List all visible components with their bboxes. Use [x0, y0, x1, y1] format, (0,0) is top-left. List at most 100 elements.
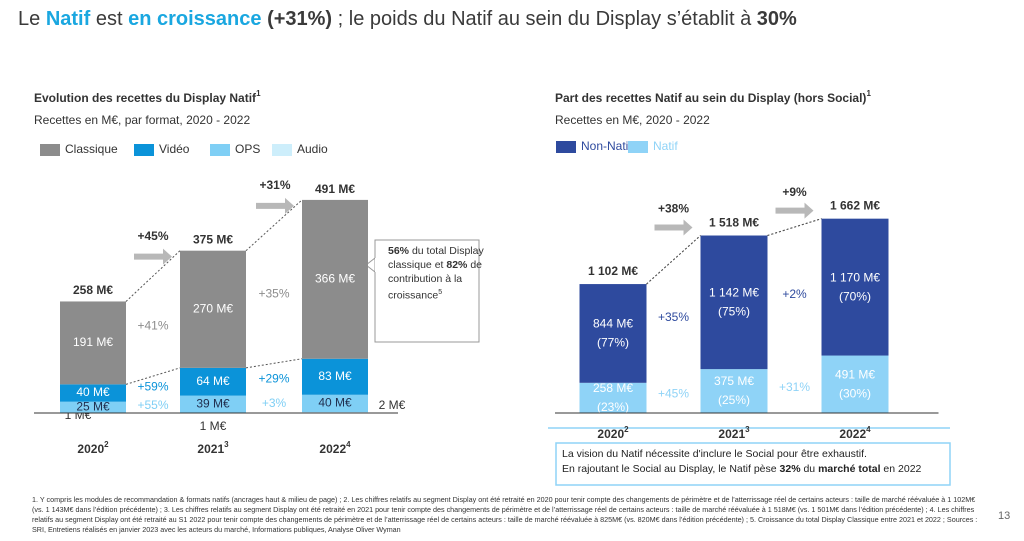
callout-part: 56% [388, 245, 410, 257]
bar-segment [700, 369, 768, 413]
growth-arrow [256, 197, 294, 214]
note-part: 32% [779, 463, 801, 475]
legend-label: Classique [65, 142, 118, 156]
total-label: 491 M€ [315, 182, 355, 196]
share-label: (25%) [718, 393, 750, 407]
category-label-note: 3 [745, 425, 750, 434]
value-label: 64 M€ [196, 374, 230, 388]
category-label-main: 2021 [197, 442, 224, 456]
category-label: 20224 [839, 425, 871, 441]
growth-label: +35% [258, 286, 289, 300]
connector [125, 250, 181, 302]
share-label: (70%) [839, 289, 871, 303]
legend-swatch [40, 144, 60, 156]
category-label-note: 2 [624, 425, 629, 434]
value-label: 1 142 M€ [709, 285, 759, 299]
legend-label: Non-Natif [581, 139, 632, 153]
bar-segment [821, 355, 889, 413]
growth-label: +45% [658, 387, 689, 401]
growth-label: +2% [782, 287, 807, 301]
category-label: 20213 [197, 440, 229, 456]
growth-arrow [134, 248, 172, 265]
total-label: 375 M€ [193, 232, 233, 246]
title-part: en croissance [128, 8, 262, 30]
legend-label: Audio [297, 142, 328, 156]
bar-segment [180, 250, 246, 368]
legend-swatch [210, 144, 230, 156]
value-label: 258 M€ [593, 381, 633, 395]
value-label: 83 M€ [318, 369, 352, 383]
value-label: 270 M€ [193, 301, 233, 315]
category-label-note: 3 [224, 440, 229, 449]
total-label: 1 518 M€ [709, 216, 759, 230]
note-part: marché total [818, 463, 881, 475]
legend-label: Vidéo [159, 142, 190, 156]
bar-segment [180, 367, 246, 396]
legend-swatch [134, 144, 154, 156]
value-label: 39 M€ [196, 396, 230, 410]
chart-title-main: Part des recettes Natif au sein du Displ… [555, 91, 866, 105]
connector [245, 358, 303, 369]
callout-part: de contribution à la croissance [388, 259, 482, 302]
growth-arrow [775, 202, 814, 219]
note-line: La vision du Natif nécessite d'inclure l… [562, 448, 867, 460]
growth-arrow [654, 219, 693, 236]
callout-part: du total Display classique et [388, 245, 484, 271]
title-part: Le [18, 8, 41, 30]
share-label: (77%) [597, 336, 629, 350]
category-label-main: 2020 [597, 427, 624, 441]
value-label: 191 M€ [73, 335, 113, 349]
legend-label: Natif [653, 139, 678, 153]
growth-label: +31% [779, 380, 810, 394]
connector [646, 235, 701, 285]
share-label: (30%) [839, 386, 871, 400]
callout-part: 82% [446, 259, 468, 271]
legend-swatch [556, 141, 576, 153]
title-part: est [95, 8, 123, 30]
note-part: En rajoutant le Social au Display, le Na… [562, 463, 777, 475]
bar-segment [821, 218, 889, 356]
value-label: 25 M€ [76, 399, 110, 413]
legend-swatch [272, 144, 292, 156]
bar-segment [700, 235, 768, 370]
legend-label: OPS [235, 142, 260, 156]
category-label: 20224 [319, 440, 351, 456]
chart-title: Evolution des recettes du Display Natif1 [34, 89, 261, 105]
category-label: 20202 [77, 440, 109, 456]
chart-title-note: 1 [256, 89, 261, 98]
bar-segment [302, 358, 368, 395]
total-label: 1 102 M€ [588, 264, 638, 278]
page-number: 13 [998, 510, 1011, 522]
category-label-note: 4 [866, 425, 871, 434]
footnotes: 1. Y compris les modules de recommandati… [32, 495, 978, 534]
value-label: 40 M€ [76, 385, 110, 399]
category-label-main: 2020 [77, 442, 104, 456]
category-label-note: 4 [346, 440, 351, 449]
category-label: 20202 [597, 425, 629, 441]
total-label: 1 662 M€ [830, 199, 880, 213]
growth-label: +41% [137, 318, 168, 332]
category-label: 20213 [718, 425, 750, 441]
callout-note: 5 [438, 289, 443, 296]
growth-label: +3% [262, 396, 287, 410]
value-label: 40 M€ [318, 396, 352, 410]
chart-title: Part des recettes Natif au sein du Displ… [555, 89, 871, 105]
chart-subtitle: Recettes en M€, 2020 - 2022 [555, 113, 710, 127]
growth-label: +35% [658, 310, 689, 324]
legend-swatch [628, 141, 648, 153]
value-label: 2 M€ [379, 398, 406, 412]
note: La vision du Natif nécessite d'inclure l… [562, 447, 952, 477]
category-label-note: 2 [104, 440, 109, 449]
share-label: (75%) [718, 304, 750, 318]
chart-title-note: 1 [866, 89, 871, 98]
category-label-main: 2022 [839, 427, 866, 441]
value-label: 366 M€ [315, 271, 355, 285]
chart-title-main: Evolution des recettes du Display Natif [34, 91, 257, 105]
value-label: 375 M€ [714, 374, 754, 388]
growth-label: +55% [137, 398, 168, 412]
value-label: 1 M€ [200, 419, 227, 433]
bar-segment [60, 384, 126, 402]
value-label: 1 170 M€ [830, 270, 880, 284]
